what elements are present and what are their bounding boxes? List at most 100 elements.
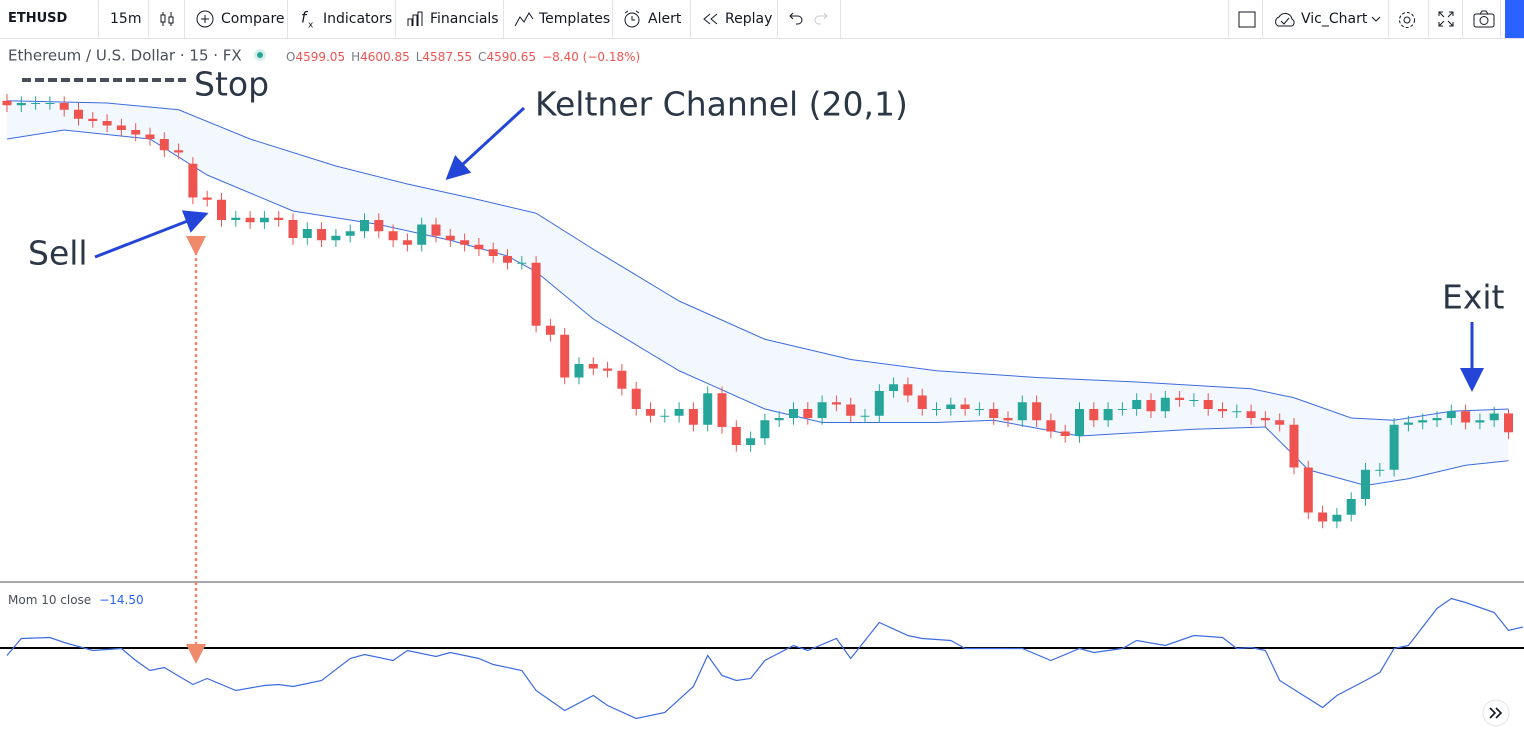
candle-body (517, 262, 527, 264)
candle-body (703, 393, 713, 425)
candle-body (774, 418, 784, 421)
candle-body (731, 427, 741, 445)
candle-body (560, 334, 570, 378)
o-label: O (286, 50, 295, 64)
channel-fill (7, 100, 1509, 486)
replay-button[interactable]: Replay (725, 11, 773, 27)
channel-lower (6, 129, 1509, 487)
candle-body (1203, 400, 1213, 409)
candle-body (1318, 512, 1328, 522)
candle-body (131, 130, 141, 135)
candle-body (1218, 409, 1227, 412)
candle-body (1089, 409, 1099, 421)
candle-body (946, 404, 956, 409)
candle-body (174, 150, 184, 153)
snapshot-button[interactable] (1473, 10, 1495, 30)
candle-body (1303, 467, 1313, 513)
candle-body (1075, 409, 1084, 436)
candle-body (460, 240, 470, 245)
caret-icon[interactable] (1370, 10, 1382, 28)
candle-body (474, 244, 484, 250)
candle-body (317, 229, 327, 241)
candle-body (1160, 397, 1170, 412)
candle-body (889, 384, 899, 391)
indicator-title: Mom 10 close (8, 593, 91, 607)
candle-body (1475, 420, 1485, 423)
candle-body (831, 402, 841, 405)
candle-body (1489, 413, 1499, 421)
candle-body (2, 100, 12, 106)
candle-body (217, 199, 226, 220)
financials-icon (407, 11, 423, 26)
alert-icon (624, 10, 640, 28)
chart-type-icon[interactable] (158, 10, 176, 28)
candle-body (1003, 418, 1013, 421)
candle-body (860, 415, 870, 417)
candle-body (574, 364, 584, 378)
alert-button[interactable]: Alert (648, 11, 682, 27)
sell-arrow (94, 210, 209, 259)
stop-label: Stop (194, 65, 269, 104)
exit-label: Exit (1442, 278, 1505, 317)
cloud-icon (1275, 12, 1295, 27)
candle-body (231, 217, 241, 220)
candle-body (1275, 420, 1285, 425)
candle-body (1189, 400, 1199, 401)
redo-button[interactable] (813, 10, 831, 28)
candle-body (1289, 424, 1299, 468)
momentum-line (6, 597, 1523, 720)
candle-body (746, 438, 756, 445)
indicator-arrow (445, 106, 526, 181)
candle-body (1103, 409, 1113, 421)
plot-area (2, 94, 1513, 529)
candle-body (617, 370, 627, 389)
undo-button[interactable] (786, 10, 804, 28)
candle-body (31, 103, 41, 104)
candle-body (603, 368, 613, 371)
indicator-name: Mom 10 close −14.50 (8, 593, 144, 607)
settings-button[interactable] (1397, 10, 1417, 30)
candle-body (1403, 422, 1413, 425)
indicator-annotation: Keltner Channel (20,1) (535, 85, 908, 124)
candle-body (674, 409, 684, 416)
layout-name-button[interactable]: Vic_Chart (1301, 11, 1368, 27)
candle-body (660, 415, 670, 417)
interval-button[interactable]: 15m (110, 11, 142, 27)
candle-body (1060, 431, 1070, 436)
candle-body (688, 409, 698, 425)
layout-button[interactable] (1237, 10, 1257, 30)
candle-body (1175, 397, 1185, 400)
indicators-button[interactable]: Indicators (323, 11, 393, 27)
candle-body (259, 217, 269, 223)
h-value: 4600.85 (360, 50, 410, 64)
compare-button[interactable]: Compare (221, 11, 285, 27)
candle-body (345, 231, 355, 236)
ohlc-legend: O4599.05 H4600.85 L4587.55 C4590.65 −8.40 (−… (286, 50, 640, 64)
candle-body (59, 103, 69, 110)
financials-button[interactable]: Financials (430, 11, 499, 27)
candle-body (360, 220, 369, 232)
templates-icon (514, 12, 534, 27)
symbol-button[interactable]: ETHUSD (8, 11, 68, 26)
candle-body (202, 197, 212, 200)
candle-body (245, 217, 255, 223)
candle-body (1332, 514, 1342, 522)
candle-body (1375, 469, 1385, 471)
scroll-icon (1489, 707, 1503, 719)
publish-button[interactable] (1505, 0, 1524, 38)
channel-upper (6, 100, 1509, 421)
candle-body (917, 395, 927, 409)
candle-body (388, 231, 398, 241)
candle-body (760, 420, 770, 439)
candle-body (817, 402, 827, 418)
candle-body (1361, 469, 1370, 499)
candle-body (1446, 411, 1456, 418)
fullscreen-button[interactable] (1437, 10, 1455, 28)
candle-body (1389, 424, 1399, 470)
sell-label: Sell (28, 234, 88, 273)
templates-button[interactable]: Templates (539, 11, 611, 27)
